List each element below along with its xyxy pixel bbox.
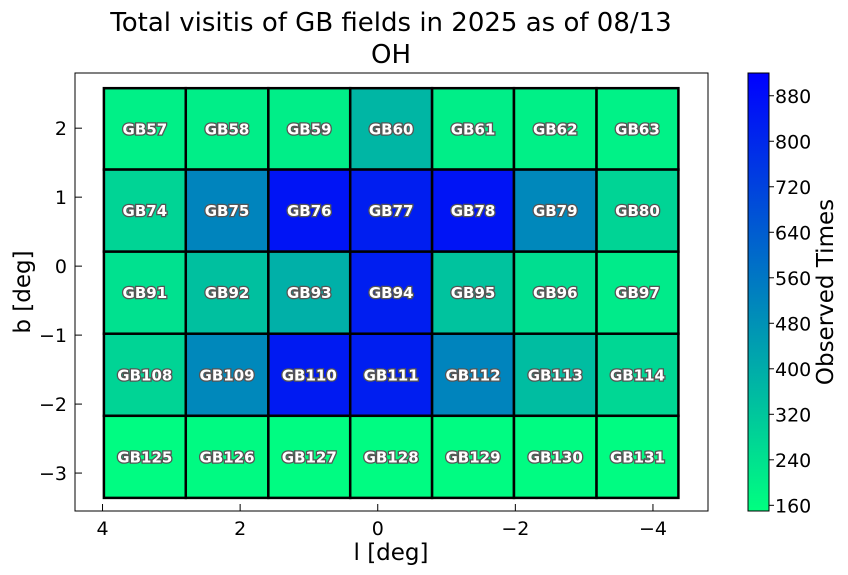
cell-label-gb78: GB78 bbox=[451, 202, 496, 220]
colorbar-tick-label: 400 bbox=[775, 359, 811, 381]
colorbar-tick-label: 560 bbox=[775, 268, 811, 290]
cell-label-gb129: GB129 bbox=[446, 448, 501, 466]
heatmap-cells: GB57 GB58 GB59 GB60 GB61 GB62 GB63 GB74 GB75 GB76… bbox=[102, 86, 680, 500]
x-tick-label: 0 bbox=[372, 518, 384, 540]
cell-label-gb128: GB128 bbox=[364, 448, 419, 466]
colorbar-tick-label: 800 bbox=[775, 131, 811, 153]
heatmap-cell-gb97 bbox=[595, 250, 680, 335]
cell-label-gb59: GB59 bbox=[287, 120, 332, 138]
cell-label-gb109: GB109 bbox=[200, 366, 255, 384]
cell-label-gb75: GB75 bbox=[205, 202, 250, 220]
cell-label-gb57: GB57 bbox=[123, 120, 168, 138]
cell-label-gb61: GB61 bbox=[451, 120, 496, 138]
cell-label-gb97: GB97 bbox=[615, 284, 660, 302]
chart-subtitle: OH bbox=[371, 40, 411, 70]
heatmap-cell-gb77 bbox=[348, 168, 434, 253]
y-tick-label: −3 bbox=[39, 463, 67, 485]
colorbar-tick-label: 480 bbox=[775, 313, 811, 335]
chart-title: Total visitis of GB fields in 2025 as of… bbox=[109, 8, 671, 38]
heatmap-cell-gb91 bbox=[102, 250, 188, 335]
colorbar-tick-label: 160 bbox=[775, 495, 811, 517]
colorbar-tick-label: 640 bbox=[775, 222, 811, 244]
cell-label-gb126: GB126 bbox=[200, 448, 255, 466]
cell-label-gb96: GB96 bbox=[533, 284, 578, 302]
colorbar-tick-label: 320 bbox=[775, 404, 811, 426]
colorbar-tick-label: 880 bbox=[775, 86, 811, 108]
cell-label-gb95: GB95 bbox=[451, 284, 496, 302]
heatmap-cell-gb108 bbox=[102, 332, 188, 418]
cell-label-gb108: GB108 bbox=[117, 366, 172, 384]
cell-label-gb111: GB111 bbox=[364, 366, 419, 384]
heatmap-cell-gb79 bbox=[512, 168, 598, 253]
y-axis-label: b [deg] bbox=[10, 250, 36, 333]
x-tick-label: 2 bbox=[234, 518, 246, 540]
heatmap-cell-gb130 bbox=[512, 414, 598, 500]
heatmap-cell-gb63 bbox=[595, 86, 680, 171]
cell-label-gb62: GB62 bbox=[533, 120, 578, 138]
heatmap-cell-gb126 bbox=[184, 414, 270, 500]
heatmap-cell-gb57 bbox=[102, 86, 188, 171]
cell-label-gb130: GB130 bbox=[528, 448, 583, 466]
x-axis: 4 2 0 −2 −4 bbox=[96, 504, 667, 540]
heatmap-cell-gb112 bbox=[430, 332, 516, 418]
cell-label-gb127: GB127 bbox=[282, 448, 337, 466]
cell-label-gb77: GB77 bbox=[369, 202, 414, 220]
heatmap-cell-gb96 bbox=[512, 250, 598, 335]
y-tick-label: 0 bbox=[55, 256, 67, 278]
heatmap-cell-gb129 bbox=[430, 414, 516, 500]
y-tick-label: −2 bbox=[39, 394, 67, 416]
cell-label-gb60: GB60 bbox=[369, 120, 414, 138]
colorbar-label: Observed Times bbox=[813, 199, 839, 385]
cell-label-gb113: GB113 bbox=[528, 366, 583, 384]
cell-label-gb110: GB110 bbox=[282, 366, 337, 384]
cell-label-gb112: GB112 bbox=[446, 366, 501, 384]
x-tick-label: −2 bbox=[501, 518, 529, 540]
x-axis-label: l [deg] bbox=[354, 540, 429, 566]
colorbar-axis: 160 240 320 400 480 560 640 720 800 880 bbox=[769, 86, 811, 517]
cell-label-gb114: GB114 bbox=[610, 366, 665, 384]
cell-label-gb76: GB76 bbox=[287, 202, 332, 220]
cell-label-gb131: GB131 bbox=[610, 448, 665, 466]
cell-label-gb74: GB74 bbox=[123, 202, 168, 220]
x-tick-label: −4 bbox=[639, 518, 667, 540]
y-axis: 2 1 0 −1 −2 −3 bbox=[39, 118, 82, 485]
heatmap-cell-gb95 bbox=[430, 250, 516, 335]
colorbar bbox=[747, 72, 770, 512]
heatmap-cell-gb114 bbox=[595, 332, 680, 418]
heatmap-cell-gb92 bbox=[184, 250, 270, 335]
heatmap-cell-gb61 bbox=[430, 86, 516, 171]
cell-label-gb79: GB79 bbox=[533, 202, 578, 220]
y-tick-label: 2 bbox=[55, 118, 67, 140]
y-tick-label: −1 bbox=[39, 325, 67, 347]
colorbar-tick-label: 240 bbox=[775, 450, 811, 472]
heatmap-cell-gb94 bbox=[348, 250, 434, 335]
cell-label-gb92: GB92 bbox=[205, 284, 250, 302]
colorbar-tick-label: 720 bbox=[775, 177, 811, 199]
cell-label-gb94: GB94 bbox=[369, 284, 414, 302]
heatmap-cell-gb75 bbox=[184, 168, 270, 253]
cell-label-gb80: GB80 bbox=[615, 202, 660, 220]
cell-label-gb91: GB91 bbox=[123, 284, 168, 302]
cell-label-gb93: GB93 bbox=[287, 284, 332, 302]
heatmap-cell-gb131 bbox=[595, 414, 680, 500]
cell-label-gb63: GB63 bbox=[615, 120, 660, 138]
cell-label-gb125: GB125 bbox=[117, 448, 172, 466]
y-tick-label: 1 bbox=[55, 187, 67, 209]
cell-label-gb58: GB58 bbox=[205, 120, 250, 138]
x-tick-label: 4 bbox=[96, 518, 108, 540]
